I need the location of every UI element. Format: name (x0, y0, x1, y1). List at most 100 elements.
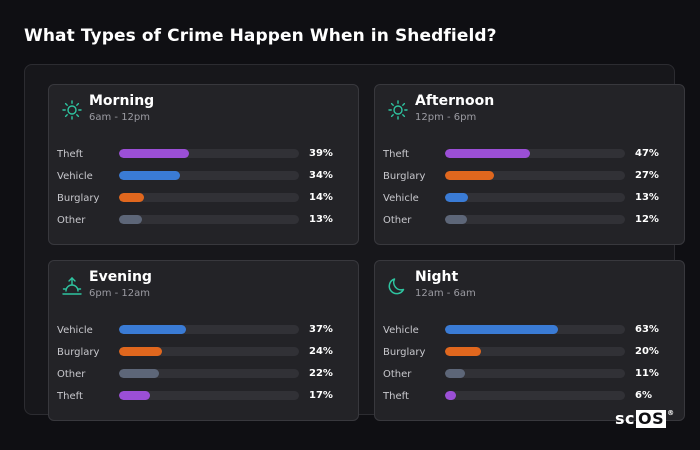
bar-row: Vehicle 34% (57, 168, 347, 190)
bar-fill (445, 193, 469, 202)
card-evening: Evening 6pm - 12am Vehicle 37% Burglary … (48, 260, 359, 421)
bar-value: 47% (635, 148, 659, 159)
bar-list: Theft 47% Burglary 27% Vehicle 13% Other… (383, 146, 673, 234)
bar-value: 12% (635, 214, 659, 225)
bar-fill (119, 215, 143, 224)
bar-label: Vehicle (57, 325, 93, 336)
moon-icon (387, 275, 409, 297)
card-time-range: 12am - 6am (415, 288, 476, 299)
bar-label: Theft (57, 391, 83, 402)
bar-fill (119, 149, 190, 158)
bar-value: 63% (635, 324, 659, 335)
card-time-range: 12pm - 6pm (415, 112, 477, 123)
bar-track (445, 347, 625, 356)
card-time-range: 6am - 12pm (89, 112, 151, 123)
card-title: Afternoon (415, 93, 495, 109)
bar-label: Theft (383, 391, 409, 402)
bar-row: Vehicle 13% (383, 190, 673, 212)
bar-value: 11% (635, 368, 659, 379)
bar-label: Other (57, 369, 86, 380)
bar-fill (445, 171, 494, 180)
bar-label: Vehicle (383, 325, 419, 336)
sun-icon (387, 99, 409, 121)
bar-value: 6% (635, 390, 652, 401)
bar-value: 17% (309, 390, 333, 401)
bar-track (445, 325, 625, 334)
bar-row: Burglary 24% (57, 344, 347, 366)
bar-row: Other 13% (57, 212, 347, 234)
bar-fill (119, 391, 150, 400)
bar-row: Other 11% (383, 366, 673, 388)
bar-value: 20% (635, 346, 659, 357)
bar-fill (119, 193, 145, 202)
bar-value: 27% (635, 170, 659, 181)
bar-track (119, 325, 299, 334)
bar-label: Burglary (57, 347, 100, 358)
bar-value: 22% (309, 368, 333, 379)
bar-label: Other (383, 369, 412, 380)
sunset-icon (61, 275, 83, 297)
bar-value: 13% (309, 214, 333, 225)
bar-label: Burglary (383, 171, 426, 182)
bar-track (119, 391, 299, 400)
bar-value: 34% (309, 170, 333, 181)
bar-track (445, 391, 625, 400)
bar-row: Other 12% (383, 212, 673, 234)
bar-value: 24% (309, 346, 333, 357)
bar-value: 14% (309, 192, 333, 203)
card-title: Morning (89, 93, 155, 109)
bar-track (445, 193, 625, 202)
bar-track (445, 215, 625, 224)
bar-track (119, 193, 299, 202)
bar-fill (445, 325, 559, 334)
logo-registered-mark: ® (667, 409, 675, 417)
bar-label: Other (57, 215, 86, 226)
bar-track (119, 215, 299, 224)
bar-list: Theft 39% Vehicle 34% Burglary 14% Other… (57, 146, 347, 234)
card-title: Night (415, 269, 459, 285)
bar-label: Theft (383, 149, 409, 160)
sun-icon (61, 99, 83, 121)
bar-row: Theft 17% (57, 388, 347, 410)
card-afternoon: Afternoon 12pm - 6pm Theft 47% Burglary … (374, 84, 685, 245)
bar-row: Theft 47% (383, 146, 673, 168)
bar-fill (119, 325, 186, 334)
bar-track (119, 347, 299, 356)
bar-value: 39% (309, 148, 333, 159)
bar-label: Vehicle (383, 193, 419, 204)
bar-track (445, 171, 625, 180)
bar-row: Theft 39% (57, 146, 347, 168)
bar-row: Burglary 14% (57, 190, 347, 212)
bar-fill (119, 347, 163, 356)
bar-fill (119, 369, 159, 378)
bar-fill (445, 391, 456, 400)
bar-track (445, 369, 625, 378)
bar-label: Theft (57, 149, 83, 160)
bar-track (119, 149, 299, 158)
bar-list: Vehicle 63% Burglary 20% Other 11% Theft… (383, 322, 673, 410)
bar-label: Other (383, 215, 412, 226)
bar-list: Vehicle 37% Burglary 24% Other 22% Theft… (57, 322, 347, 410)
scos-logo: sc OS ® (615, 409, 675, 431)
bar-row: Vehicle 37% (57, 322, 347, 344)
logo-text-sc: sc (615, 409, 636, 428)
bar-value: 37% (309, 324, 333, 335)
page-title: What Types of Crime Happen When in Shedf… (24, 26, 497, 46)
bar-fill (119, 171, 181, 180)
bar-track (119, 369, 299, 378)
card-night: Night 12am - 6am Vehicle 63% Burglary 20… (374, 260, 685, 421)
bar-label: Burglary (57, 193, 100, 204)
bar-row: Vehicle 63% (383, 322, 673, 344)
bar-fill (445, 215, 467, 224)
bar-track (445, 149, 625, 158)
bar-fill (445, 149, 530, 158)
bar-label: Burglary (383, 347, 426, 358)
logo-text-os: OS (636, 409, 667, 428)
bar-row: Other 22% (57, 366, 347, 388)
card-time-range: 6pm - 12am (89, 288, 151, 299)
bar-label: Vehicle (57, 171, 93, 182)
bar-fill (445, 347, 481, 356)
bar-fill (445, 369, 465, 378)
bar-row: Theft 6% (383, 388, 673, 410)
bar-row: Burglary 27% (383, 168, 673, 190)
